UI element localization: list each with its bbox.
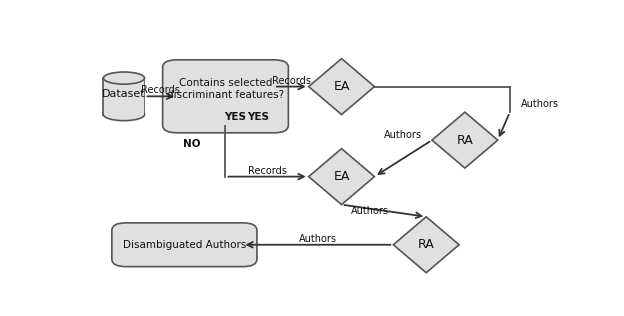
Polygon shape: [393, 217, 459, 273]
Text: Records: Records: [248, 166, 286, 175]
Text: Records: Records: [272, 76, 311, 86]
Text: Authors: Authors: [384, 130, 422, 140]
FancyBboxPatch shape: [112, 223, 257, 267]
FancyBboxPatch shape: [104, 78, 145, 115]
Text: EA: EA: [333, 80, 349, 93]
Text: Authors: Authors: [351, 206, 389, 216]
Text: Dataset: Dataset: [102, 89, 146, 99]
Ellipse shape: [104, 108, 145, 121]
Text: RA: RA: [418, 238, 434, 251]
Text: RA: RA: [457, 134, 473, 147]
FancyBboxPatch shape: [163, 60, 288, 133]
Text: Records: Records: [142, 85, 180, 95]
Text: YES: YES: [247, 112, 269, 122]
Text: Authors: Authors: [520, 99, 558, 109]
Ellipse shape: [104, 72, 145, 84]
Text: YES: YES: [224, 112, 246, 122]
Polygon shape: [309, 58, 374, 115]
Text: EA: EA: [333, 170, 349, 183]
Polygon shape: [309, 149, 374, 204]
Text: Contains selected
discriminant features?: Contains selected discriminant features?: [167, 78, 284, 100]
FancyBboxPatch shape: [104, 78, 144, 115]
Text: Authors: Authors: [299, 234, 337, 244]
Text: NO: NO: [183, 139, 200, 149]
Text: Disambiguated Authors: Disambiguated Authors: [123, 240, 246, 250]
Polygon shape: [432, 112, 498, 168]
